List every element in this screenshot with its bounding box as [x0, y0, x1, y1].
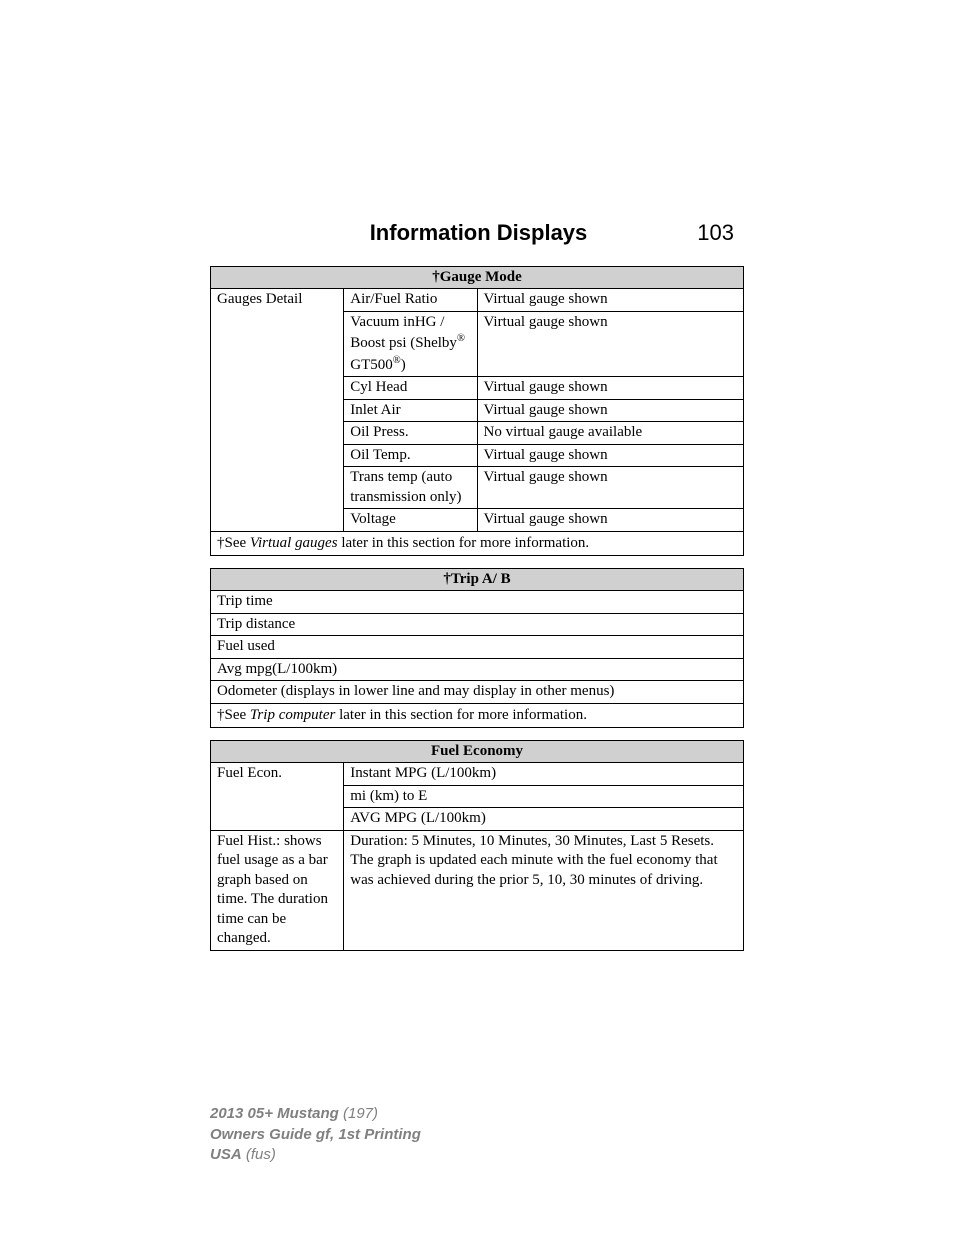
gauge-row-name: Trans temp (auto transmission only) [344, 467, 477, 509]
fuel-hist-label: Fuel Hist.: shows fuel usage as a bar gr… [211, 830, 344, 950]
page-header: Information Displays 103 [210, 220, 744, 246]
gauge-row-name: Air/Fuel Ratio [344, 289, 477, 312]
gauge-row-name: Vacuum inHG / Boost psi (Shelby® GT500®) [344, 311, 477, 377]
trip-row: Fuel used [211, 636, 744, 659]
trip-row: Odometer (displays in lower line and may… [211, 681, 744, 704]
gauge-row-value: Virtual gauge shown [477, 467, 744, 509]
gauge-row-value: Virtual gauge shown [477, 509, 744, 532]
gauge-row-value: Virtual gauge shown [477, 399, 744, 422]
gauge-mode-table: †Gauge Mode Gauges Detail Air/Fuel Ratio… [210, 266, 744, 556]
gauge-mode-header: †Gauge Mode [211, 267, 744, 289]
gauge-row-name: Cyl Head [344, 377, 477, 400]
fuel-hist-value: Duration: 5 Minutes, 10 Minutes, 30 Minu… [344, 830, 744, 950]
gauge-row-name: Oil Press. [344, 422, 477, 445]
footer-line-1: 2013 05+ Mustang (197) [210, 1104, 421, 1124]
footnote-text: †See [217, 535, 250, 551]
gauge-row-value: Virtual gauge shown [477, 444, 744, 467]
trip-row: Trip time [211, 591, 744, 614]
trip-row: Trip distance [211, 613, 744, 636]
gauge-footnote: †See Virtual gauges later in this sectio… [211, 531, 744, 556]
page-footer: 2013 05+ Mustang (197) Owners Guide gf, … [210, 1104, 421, 1165]
footer-code: (197) [339, 1105, 378, 1122]
footnote-italic: Virtual gauges [250, 535, 338, 551]
fuel-economy-table: Fuel Economy Fuel Econ. Instant MPG (L/1… [210, 740, 744, 951]
trip-row: Avg mpg(L/100km) [211, 658, 744, 681]
gauge-row-name: Oil Temp. [344, 444, 477, 467]
fuel-economy-header: Fuel Economy [211, 741, 744, 763]
gauge-row-name: Voltage [344, 509, 477, 532]
fuel-econ-row: AVG MPG (L/100km) [344, 808, 744, 831]
footnote-italic: Trip computer [250, 707, 335, 723]
trip-table: †Trip A/ B Trip time Trip distance Fuel … [210, 568, 744, 728]
fuel-econ-row: Instant MPG (L/100km) [344, 763, 744, 786]
section-title: Information Displays [370, 220, 588, 246]
gauge-row-value: Virtual gauge shown [477, 311, 744, 377]
gauge-row-value: No virtual gauge available [477, 422, 744, 445]
gauge-row-value: Virtual gauge shown [477, 289, 744, 312]
footnote-text: later in this section for more informati… [338, 535, 590, 551]
gauges-detail-label: Gauges Detail [211, 289, 344, 532]
trip-header: †Trip A/ B [211, 569, 744, 591]
footnote-text: †See [217, 707, 250, 723]
gauge-row-value: Virtual gauge shown [477, 377, 744, 400]
footer-suffix: (fus) [242, 1146, 276, 1163]
page-number: 103 [697, 220, 734, 246]
fuel-econ-row: mi (km) to E [344, 785, 744, 808]
footer-line-2: Owners Guide gf, 1st Printing [210, 1125, 421, 1145]
trip-footnote: †See Trip computer later in this section… [211, 703, 744, 728]
footer-line-3: USA (fus) [210, 1145, 421, 1165]
footnote-text: later in this section for more informati… [335, 707, 587, 723]
footer-region: USA [210, 1146, 242, 1163]
gauge-row-name: Inlet Air [344, 399, 477, 422]
footer-model: 2013 05+ Mustang [210, 1105, 339, 1122]
fuel-econ-label: Fuel Econ. [211, 763, 344, 831]
